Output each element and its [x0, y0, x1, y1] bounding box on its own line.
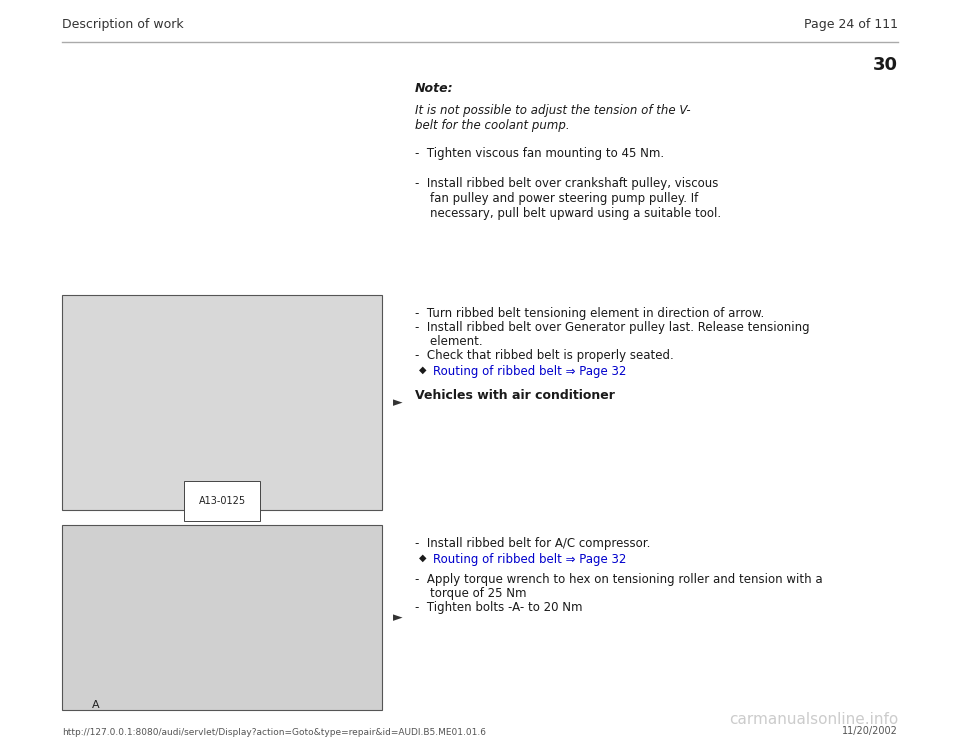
Text: 30: 30 — [873, 56, 898, 74]
Text: Page 24 of 111: Page 24 of 111 — [804, 18, 898, 31]
Text: ◆: ◆ — [419, 365, 426, 375]
Text: Note:: Note: — [415, 82, 454, 95]
Text: element.: element. — [415, 335, 483, 348]
Text: ►: ► — [393, 396, 402, 409]
Text: -  Install ribbed belt over Generator pulley last. Release tensioning: - Install ribbed belt over Generator pul… — [415, 321, 809, 334]
Text: -  Turn ribbed belt tensioning element in direction of arrow.: - Turn ribbed belt tensioning element in… — [415, 307, 764, 320]
Text: belt for the coolant pump.: belt for the coolant pump. — [415, 119, 569, 132]
Text: -  Install ribbed belt over crankshaft pulley, viscous: - Install ribbed belt over crankshaft pu… — [415, 177, 718, 190]
Text: torque of 25 Nm: torque of 25 Nm — [415, 587, 526, 600]
Text: -  Tighten viscous fan mounting to 45 Nm.: - Tighten viscous fan mounting to 45 Nm. — [415, 147, 664, 160]
Text: Description of work: Description of work — [62, 18, 183, 31]
Text: 11/20/2002: 11/20/2002 — [842, 726, 898, 736]
Text: -  Check that ribbed belt is properly seated.: - Check that ribbed belt is properly sea… — [415, 349, 674, 362]
Text: Routing of ribbed belt ⇒ Page 32: Routing of ribbed belt ⇒ Page 32 — [433, 365, 626, 378]
Text: necessary, pull belt upward using a suitable tool.: necessary, pull belt upward using a suit… — [415, 207, 721, 220]
Text: -  Install ribbed belt for A/C compressor.: - Install ribbed belt for A/C compressor… — [415, 537, 650, 550]
Text: fan pulley and power steering pump pulley. If: fan pulley and power steering pump pulle… — [415, 192, 698, 205]
Text: -  Apply torque wrench to hex on tensioning roller and tension with a: - Apply torque wrench to hex on tensioni… — [415, 573, 823, 586]
Text: http://127.0.0.1:8080/audi/servlet/Display?action=Goto&type=repair&id=AUDI.B5.ME: http://127.0.0.1:8080/audi/servlet/Displ… — [62, 728, 486, 737]
Text: Routing of ribbed belt ⇒ Page 32: Routing of ribbed belt ⇒ Page 32 — [433, 553, 626, 566]
Text: ◆: ◆ — [419, 553, 426, 563]
Text: ►: ► — [393, 611, 402, 624]
Text: It is not possible to adjust the tension of the V-: It is not possible to adjust the tension… — [415, 104, 690, 117]
Text: Vehicles with air conditioner: Vehicles with air conditioner — [415, 389, 614, 402]
Text: carmanualsonline.info: carmanualsonline.info — [729, 712, 898, 727]
Bar — [62, 295, 382, 510]
Text: A13-0125: A13-0125 — [199, 496, 246, 506]
Text: A: A — [92, 700, 100, 710]
Text: -  Tighten bolts -A- to 20 Nm: - Tighten bolts -A- to 20 Nm — [415, 601, 583, 614]
Bar — [62, 525, 382, 710]
